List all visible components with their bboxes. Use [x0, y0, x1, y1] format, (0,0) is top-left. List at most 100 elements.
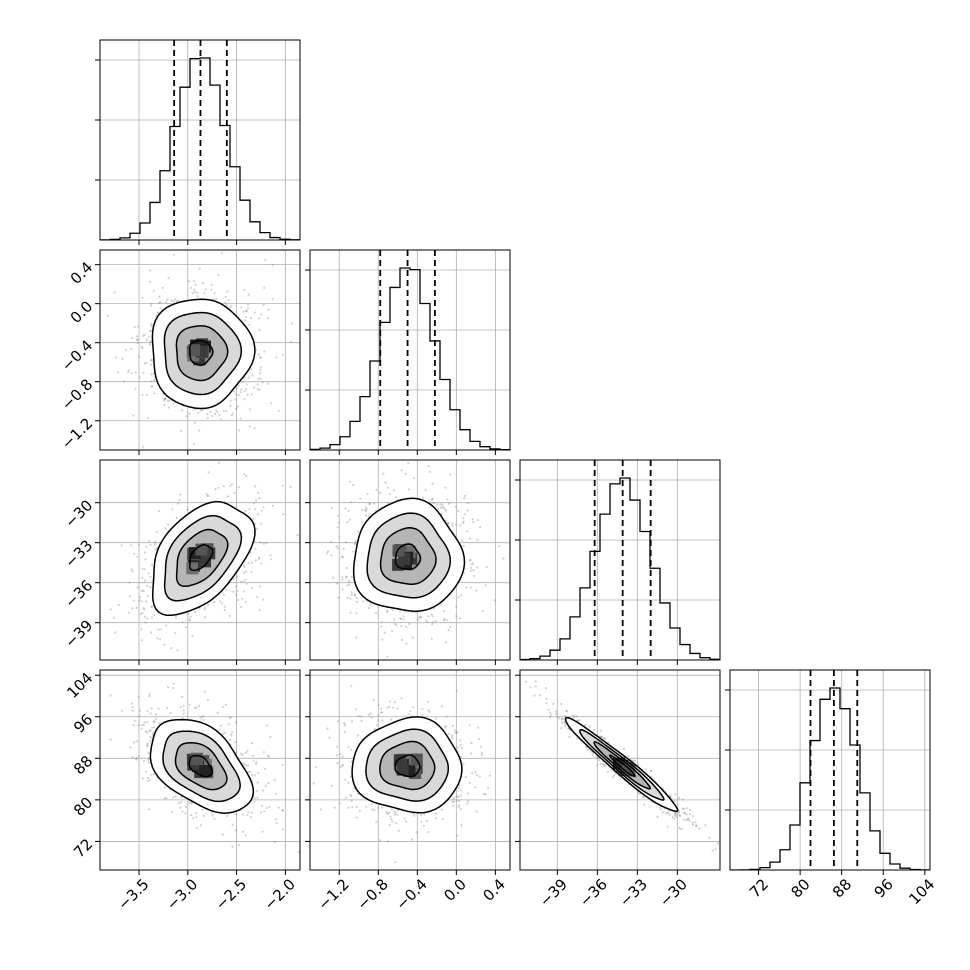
scatter-point [174, 616, 178, 619]
scatter-point [229, 404, 232, 408]
scatter-point [451, 522, 454, 525]
scatter-point [644, 768, 647, 771]
panel-content [100, 250, 300, 450]
scatter-point [388, 824, 391, 827]
scatter-point [427, 700, 430, 704]
scatter-point [460, 594, 463, 597]
scatter-point [669, 795, 672, 798]
scatter-point [266, 724, 269, 727]
scatter-point [225, 409, 228, 413]
panel-content [310, 460, 510, 660]
scatter-point [405, 625, 408, 628]
scatter-point [447, 522, 450, 525]
scatter-panel-3-2: −39 −36 −33 −30 [515, 669, 721, 910]
scatter-point [430, 613, 433, 616]
scatter-point [400, 625, 403, 628]
scatter-point [462, 762, 465, 765]
scatter-point [226, 814, 229, 818]
scatter-point [233, 491, 236, 494]
scatter-point [274, 841, 277, 844]
scatter-point [256, 513, 259, 516]
scatter-point [341, 555, 344, 558]
scatter-point [247, 561, 250, 565]
scatter-point [163, 643, 166, 646]
scatter-point [117, 371, 120, 374]
scatter-point [673, 800, 676, 803]
scatter-point [469, 586, 473, 589]
scatter-point [263, 350, 266, 353]
scatter-point [171, 508, 174, 511]
scatter-point [502, 557, 505, 560]
scatter-point [451, 734, 454, 737]
scatter-point [350, 575, 353, 578]
scatter-point [457, 795, 460, 798]
scatter-point [253, 774, 256, 777]
scatter-point [179, 801, 183, 804]
scatter-point [243, 390, 246, 393]
scatter-point [466, 799, 469, 803]
scatter-point [350, 794, 353, 798]
scatter-point [390, 818, 393, 821]
scatter-point [140, 600, 143, 603]
scatter-point [296, 534, 299, 537]
scatter-point [411, 838, 414, 841]
histogram-step [730, 687, 930, 870]
scatter-point [144, 621, 147, 624]
scatter-point [230, 733, 233, 736]
scatter-point [281, 763, 284, 767]
scatter-point [163, 786, 166, 789]
scatter-point [257, 771, 260, 775]
scatter-point [476, 518, 480, 522]
scatter-point [146, 584, 149, 588]
scatter-point [393, 618, 396, 621]
scatter-point [596, 764, 599, 767]
scatter-point [139, 709, 142, 712]
scatter-point [441, 817, 444, 820]
panel-content [730, 670, 930, 870]
scatter-point [375, 821, 378, 824]
scatter-point [534, 680, 537, 683]
scatter-point [256, 595, 259, 599]
scatter-point [390, 718, 393, 721]
scatter-point [148, 539, 151, 542]
scatter-point [343, 778, 346, 781]
scatter-point [604, 737, 607, 740]
panel-frame [519, 669, 721, 871]
scatter-point [345, 566, 348, 570]
scatter-point [351, 806, 354, 809]
scatter-point [174, 631, 177, 635]
scatter-point [228, 306, 232, 309]
scatter-point [202, 718, 205, 722]
scatter-point [146, 617, 149, 620]
scatter-point [544, 687, 548, 690]
scatter-point [274, 792, 277, 795]
scatter-point [170, 810, 173, 813]
scatter-point [213, 817, 216, 820]
contour-line [394, 754, 421, 778]
scatter-point [229, 716, 232, 720]
scatter-point [246, 764, 249, 767]
scatter-point [133, 552, 136, 555]
scatter-point [412, 477, 415, 480]
scatter-panel-2-0: −39 −36 −33 −30 [61, 459, 301, 665]
scatter-point [152, 773, 155, 776]
scatter-point [434, 717, 437, 720]
scatter-point [231, 731, 234, 734]
scatter-point [442, 619, 445, 622]
scatter-point [259, 356, 262, 359]
scatter-point [143, 608, 146, 611]
scatter-point [435, 817, 438, 820]
scatter-point [241, 753, 244, 757]
panel-frame [99, 669, 301, 871]
scatter-point [458, 617, 461, 620]
scatter-point [441, 505, 444, 508]
scatter-point [223, 605, 226, 608]
scatter-point [395, 822, 398, 825]
scatter-point [132, 741, 135, 744]
scatter-point [259, 541, 262, 544]
scatter-point [193, 706, 197, 710]
scatter-point [156, 311, 159, 315]
scatter-point [145, 545, 148, 549]
scatter-point [386, 501, 389, 504]
scatter-point [258, 329, 261, 332]
